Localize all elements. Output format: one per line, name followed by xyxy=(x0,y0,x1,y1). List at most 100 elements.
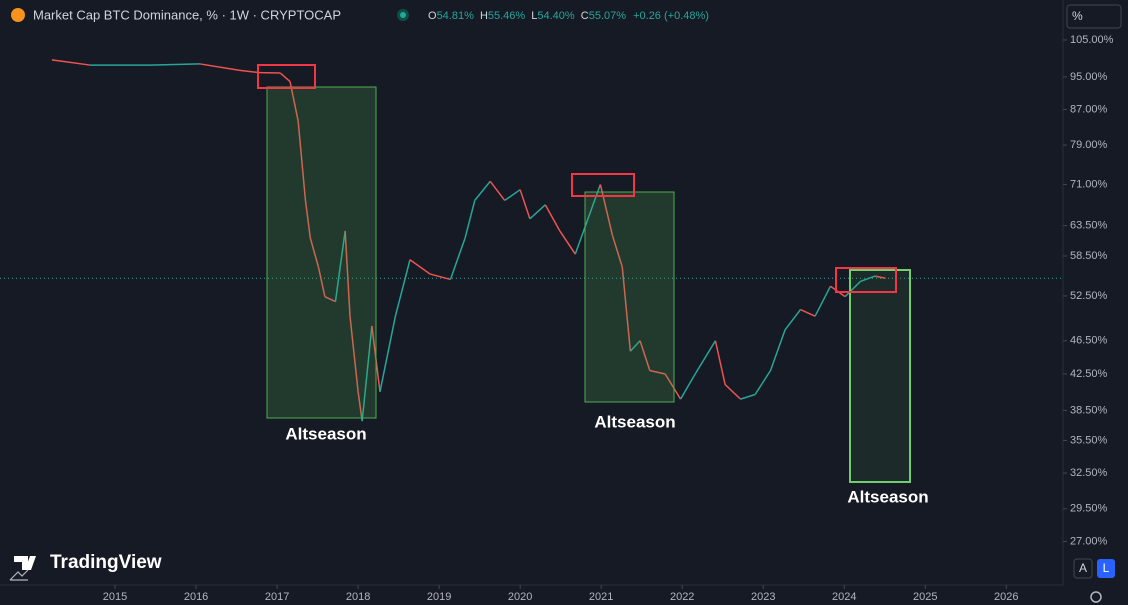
price-segment xyxy=(589,184,602,214)
x-tick-label: 2021 xyxy=(589,591,613,603)
price-segment xyxy=(51,59,91,66)
x-tick-label: 2025 xyxy=(913,591,937,603)
altseason-box xyxy=(584,191,675,403)
price-segment xyxy=(694,340,717,375)
price-segment xyxy=(574,213,591,255)
top-box xyxy=(835,267,897,293)
y-tick-label: 35.50% xyxy=(1070,434,1108,446)
y-tick-label: 79.00% xyxy=(1070,139,1108,151)
auto-button-text: A xyxy=(1079,561,1087,575)
price-segment xyxy=(559,230,576,255)
y-tick-label: 27.00% xyxy=(1070,535,1108,547)
x-tick-label: 2019 xyxy=(427,591,451,603)
auto-button[interactable] xyxy=(1073,558,1093,579)
log-button[interactable] xyxy=(1097,559,1115,578)
y-tick-label: 52.50% xyxy=(1070,290,1108,302)
y-tick-label: 105.00% xyxy=(1070,34,1114,46)
price-segment xyxy=(349,316,359,392)
price-segment xyxy=(430,273,451,281)
y-tick-label: 38.50% xyxy=(1070,404,1108,416)
price-segment xyxy=(814,285,832,317)
price-segment xyxy=(334,230,346,302)
x-tick-label: 2015 xyxy=(103,591,127,603)
price-segment xyxy=(664,373,682,400)
price-segment xyxy=(304,200,312,239)
x-tick-label: 2023 xyxy=(751,591,775,603)
settings-icon[interactable] xyxy=(1090,591,1102,603)
chart-title: Market Cap BTC Dominance, % · 1W · CRYPT… xyxy=(33,7,341,22)
brand: TradingView xyxy=(50,552,162,573)
price-segment xyxy=(361,325,373,422)
y-tick-label: 46.50% xyxy=(1070,335,1108,347)
price-segment xyxy=(599,184,614,236)
price-segment xyxy=(769,329,786,371)
top-box xyxy=(257,64,316,89)
ohlc-label: C xyxy=(581,10,589,22)
y-tick-label: 29.50% xyxy=(1070,503,1108,515)
price-segment xyxy=(279,72,291,83)
altseason-box xyxy=(266,86,377,419)
x-tick-label: 2024 xyxy=(832,591,856,603)
x-tick-label: 2022 xyxy=(670,591,694,603)
x-tick-label: 2016 xyxy=(184,591,208,603)
price-segment xyxy=(317,266,326,297)
price-segment xyxy=(394,259,411,317)
price-segment xyxy=(297,120,307,201)
y-tick-label: 58.50% xyxy=(1070,250,1108,262)
log-button-text: L xyxy=(1103,561,1110,575)
price-segment xyxy=(239,69,261,74)
x-tick-label: 2018 xyxy=(346,591,370,603)
price-segment xyxy=(724,384,742,400)
top-box xyxy=(571,173,635,197)
status-dot xyxy=(400,12,406,18)
price-segment xyxy=(714,340,726,385)
price-segment xyxy=(611,235,623,268)
annotation: Altseason xyxy=(285,424,366,443)
price-segment xyxy=(519,189,531,220)
ohlc-label: O xyxy=(428,10,437,22)
price-segment xyxy=(860,275,876,283)
ohlc-label: L xyxy=(531,10,537,22)
price-segment xyxy=(357,391,363,422)
ohlc-label: H xyxy=(480,10,488,22)
ohlc-value: 54.81% xyxy=(437,10,475,22)
price-segment xyxy=(464,200,476,239)
price-segment xyxy=(379,316,397,392)
price-segment xyxy=(489,180,506,201)
drawing-icon[interactable] xyxy=(9,569,29,581)
price-segment xyxy=(409,259,431,275)
annotation: Altseason xyxy=(594,412,675,431)
price-segment xyxy=(754,370,772,395)
price-segment xyxy=(529,204,546,220)
y-tick-label: 42.50% xyxy=(1070,368,1108,380)
price-segment xyxy=(344,230,351,317)
x-tick-label: 2020 xyxy=(508,591,532,603)
annotation: Altseason xyxy=(847,487,928,506)
price-segment xyxy=(200,63,240,72)
scale-input[interactable] xyxy=(1066,4,1122,29)
plot xyxy=(0,59,1063,422)
price-segment xyxy=(844,280,861,298)
ohlc-value: 55.07% xyxy=(589,10,627,22)
altseason-box xyxy=(849,269,911,483)
brand-logo xyxy=(14,556,36,570)
price-segment xyxy=(309,237,320,268)
price-segment xyxy=(149,63,201,66)
price-segment xyxy=(679,373,696,400)
y-tick-label: 71.00% xyxy=(1070,178,1108,190)
x-tick-label: 2017 xyxy=(265,591,289,603)
coin-icon xyxy=(11,8,25,22)
y-tick-label: 95.00% xyxy=(1070,71,1108,83)
price-segment xyxy=(621,266,632,352)
price-segment xyxy=(740,393,756,400)
scale-input-text: % xyxy=(1072,9,1083,23)
x-tick-label: 2026 xyxy=(994,591,1018,603)
price-segment xyxy=(324,295,336,303)
y-tick-label: 32.50% xyxy=(1070,467,1108,479)
ohlc-value: 55.46% xyxy=(488,10,526,22)
ohlc-value: 54.40% xyxy=(537,10,575,22)
price-segment xyxy=(784,309,802,331)
